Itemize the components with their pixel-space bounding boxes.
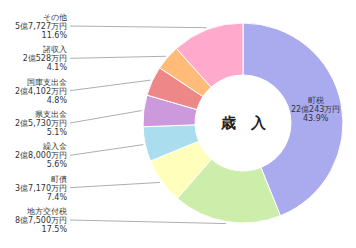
svg-text:県支出金2億5,730万円5.1%: 県支出金2億5,730万円5.1%: [15, 110, 67, 137]
svg-text:その他5億7,727万円11.6%: その他5億7,727万円11.6%: [15, 13, 67, 40]
svg-text:町債3億7,170万円7.4%: 町債3億7,170万円7.4%: [15, 174, 67, 201]
svg-text:町税22億243万円43.9%: 町税22億243万円43.9%: [291, 95, 340, 122]
svg-text:国庫支出金2億4,102万円4.8%: 国庫支出金2億4,102万円4.8%: [15, 77, 67, 104]
html-text:歳 入: 歳 入: [220, 114, 266, 132]
svg-text:諸収入2億528万円4.1%: 諸収入2億528万円4.1%: [23, 45, 68, 72]
svg-text:繰入金2億8,000万円5.6%: 繰入金2億8,000万円5.6%: [15, 142, 67, 169]
svg-text:地方交付税8億7,500万円17.5%: 地方交付税8億7,500万円17.5%: [15, 207, 67, 234]
